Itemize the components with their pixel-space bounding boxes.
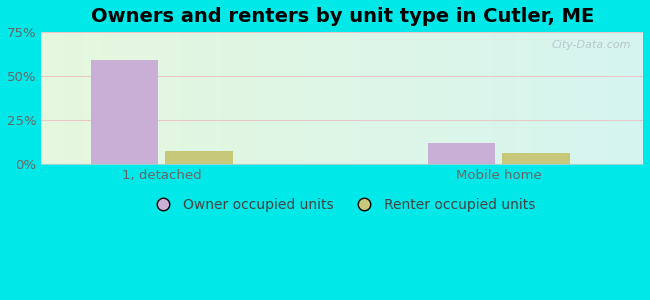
Bar	[428, 143, 495, 164]
Title: Owners and renters by unit type in Cutler, ME: Owners and renters by unit type in Cutle…	[90, 7, 594, 26]
Bar	[165, 151, 233, 164]
Text: City-Data.com: City-Data.com	[551, 40, 631, 50]
Bar	[91, 60, 158, 164]
Legend: Owner occupied units, Renter occupied units: Owner occupied units, Renter occupied un…	[144, 192, 540, 218]
Bar	[502, 153, 569, 164]
